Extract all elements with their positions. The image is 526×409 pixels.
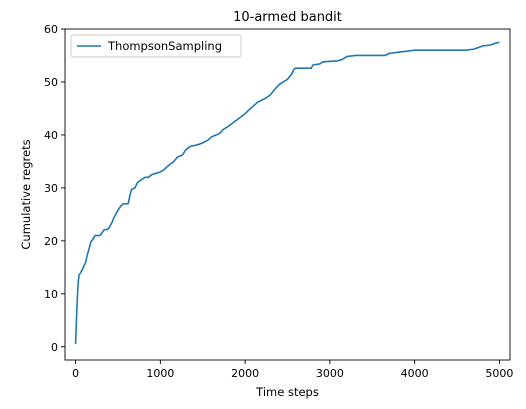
legend-entry-label: ThompsonSampling	[107, 39, 222, 53]
x-tick-label: 0	[72, 367, 79, 380]
legend-box	[70, 34, 242, 58]
x-axis-label: Time steps	[255, 385, 319, 399]
y-tick-label: 50	[44, 76, 58, 89]
y-tick-label: 10	[44, 288, 58, 301]
x-tick-label: 4000	[401, 367, 429, 380]
y-tick-label: 0	[51, 341, 58, 354]
plot-area: 0 1000 2000 3000 4000 5000 0 10 20 30 40 50 60	[44, 23, 513, 380]
x-tick-label: 3000	[316, 367, 344, 380]
axes-frame	[64, 28, 511, 361]
y-tick-label: 20	[44, 235, 58, 248]
legend: ThompsonSampling	[70, 34, 242, 58]
y-tick-label: 40	[44, 129, 58, 142]
series-line-0	[74, 41, 500, 345]
x-tick-label: 1000	[146, 367, 174, 380]
x-tick-label: 5000	[485, 367, 513, 380]
y-tick-label: 30	[44, 182, 58, 195]
y-axis-label: Cumulative regrets	[19, 139, 33, 249]
x-tick-label: 2000	[231, 367, 259, 380]
y-tick-label: 60	[44, 23, 58, 36]
chart-title: 10-armed bandit	[233, 10, 342, 25]
